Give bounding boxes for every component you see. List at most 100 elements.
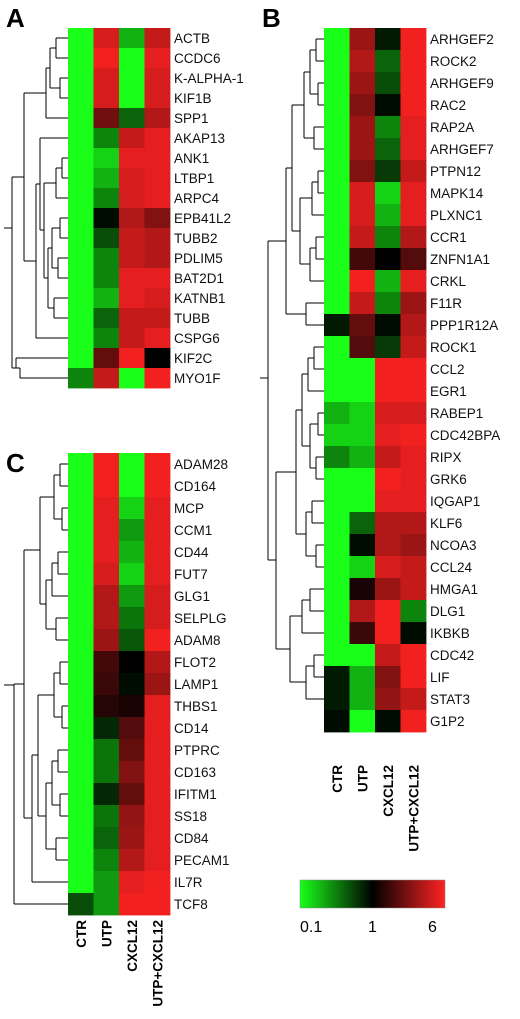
heatmap-cell-b-3-2 [375,94,401,117]
gene-label-b: RABEP1 [430,406,483,421]
heatmap-cell-b-4-3 [400,116,427,139]
heatmap-cell-b-21-2 [375,490,401,513]
heatmap-cell-b-19-0 [324,446,350,469]
heatmap-cell-b-21-0 [324,490,350,513]
heatmap-cell-b-7-1 [349,182,376,205]
gene-label-a: EPB41L2 [174,211,231,226]
heatmap-cell-c-8-3 [144,629,171,652]
heatmap-cell-b-17-0 [324,402,350,425]
gene-label-b: HMGA1 [430,582,478,597]
gene-label-b: DLG1 [430,604,465,619]
heatmap-cell-b-9-1 [349,226,376,249]
heatmap-panel-b: ARHGEF2 ROCK2 ARHGEF9 RAC2 RAP2A ARHGEF7 PTPN1… [324,28,500,852]
heatmap-cell-c-10-2 [119,673,145,696]
gene-label-c: SS18 [174,809,207,824]
gene-label-b: CRKL [430,274,467,289]
heatmap-cell-b-2-3 [400,72,427,95]
heatmap-cell-c-20-1 [93,893,120,916]
heatmap-cell-c-5-0 [68,563,94,586]
heatmap-cell-c-8-0 [68,629,94,652]
heatmap-cell-c-10-3 [144,673,171,696]
heatmap-cell-c-14-1 [93,761,120,784]
gene-label-a: LTBP1 [174,171,214,186]
gene-label-b: ARHGEF9 [430,76,494,91]
gene-label-a: ANK1 [174,151,209,166]
gene-label-b: RIPX [430,450,462,465]
heatmap-cell-b-28-1 [349,644,376,667]
heatmap-cell-c-3-1 [93,519,120,542]
heatmap-cell-a-0-3 [144,28,171,49]
heatmap-cell-a-13-0 [68,288,94,309]
heatmap-cell-b-6-3 [400,160,427,183]
heatmap-cell-b-26-0 [324,600,350,623]
heatmap-cell-a-8-1 [93,188,120,209]
heatmap-cell-b-25-3 [400,578,427,601]
heatmap-cell-a-6-0 [68,148,94,169]
heatmap-cell-a-10-0 [68,228,94,249]
heatmap-cell-c-7-1 [93,607,120,630]
gene-label-b: ARHGEF2 [430,32,494,47]
heatmap-cell-b-7-2 [375,182,401,205]
heatmap-cell-c-4-0 [68,541,94,564]
heatmap-cell-c-19-1 [93,871,120,894]
heatmap-cell-b-14-1 [349,336,376,359]
heatmap-cell-a-9-1 [93,208,120,229]
heatmap-cell-b-25-2 [375,578,401,601]
condition-label-c: CTR [74,920,89,948]
heatmap-cell-c-20-2 [119,893,145,916]
heatmap-cell-a-5-1 [93,128,120,149]
heatmap-cell-c-12-0 [68,717,94,740]
heatmap-cell-c-12-1 [93,717,120,740]
heatmap-cell-a-5-0 [68,128,94,149]
gene-label-c: TCF8 [174,897,208,912]
heatmap-cell-c-6-0 [68,585,94,608]
gene-label-b: RAP2A [430,120,474,135]
heatmap-cell-b-5-0 [324,138,350,161]
condition-label-c: UTP+CXCL12 [150,920,165,1007]
heatmap-cell-c-4-2 [119,541,145,564]
heatmap-cell-b-31-2 [375,710,401,733]
gene-label-b: CDC42BPA [430,428,500,443]
heatmap-cell-b-31-0 [324,710,350,733]
heatmap-cell-c-20-0 [68,893,94,916]
gene-label-b: PTPN12 [430,164,481,179]
heatmap-cell-c-19-2 [119,871,145,894]
heatmap-cell-c-2-0 [68,497,94,520]
gene-label-c: LAMP1 [174,677,218,692]
heatmap-cell-b-31-3 [400,710,427,733]
gene-label-b: CCR1 [430,230,467,245]
heatmap-cell-a-8-0 [68,188,94,209]
heatmap-cell-c-18-0 [68,849,94,872]
heatmap-cell-b-23-1 [349,534,376,557]
heatmap-panel-a: ACTB CCDC6 K-ALPHA-1 KIF1B SPP1 AKAP13 ANK1 LTB… [68,28,244,389]
gene-label-a: PDLIM5 [174,251,223,266]
heatmap-cell-c-3-3 [144,519,171,542]
heatmap-cell-a-11-0 [68,248,94,269]
heatmap-cell-b-23-3 [400,534,427,557]
gene-label-a: KIF1B [174,91,212,106]
heatmap-cell-b-19-3 [400,446,427,469]
heatmap-cell-c-2-2 [119,497,145,520]
heatmap-cell-a-7-0 [68,168,94,189]
heatmap-cell-b-28-3 [400,644,427,667]
heatmap-cell-b-22-2 [375,512,401,535]
heatmap-cell-c-0-2 [119,453,145,476]
heatmap-cell-c-1-2 [119,475,145,498]
heatmap-cell-c-13-2 [119,739,145,762]
heatmap-cell-b-3-0 [324,94,350,117]
heatmap-cell-a-15-2 [119,328,145,349]
heatmap-cell-c-13-0 [68,739,94,762]
heatmap-cell-b-23-0 [324,534,350,557]
gene-label-b: PPP1R12A [430,318,498,333]
heatmap-cell-b-22-3 [400,512,427,535]
heatmap-cell-a-0-2 [119,28,145,49]
heatmap-cell-c-19-3 [144,871,171,894]
heatmap-cell-a-17-2 [119,368,145,389]
heatmap-cell-b-3-1 [349,94,376,117]
heatmap-cell-a-16-3 [144,348,171,369]
heatmap-cell-a-2-3 [144,68,171,89]
dendrogram-panel-a [4,37,68,379]
gene-label-b: ZNFN1A1 [430,252,490,267]
heatmap-cell-c-0-3 [144,453,171,476]
